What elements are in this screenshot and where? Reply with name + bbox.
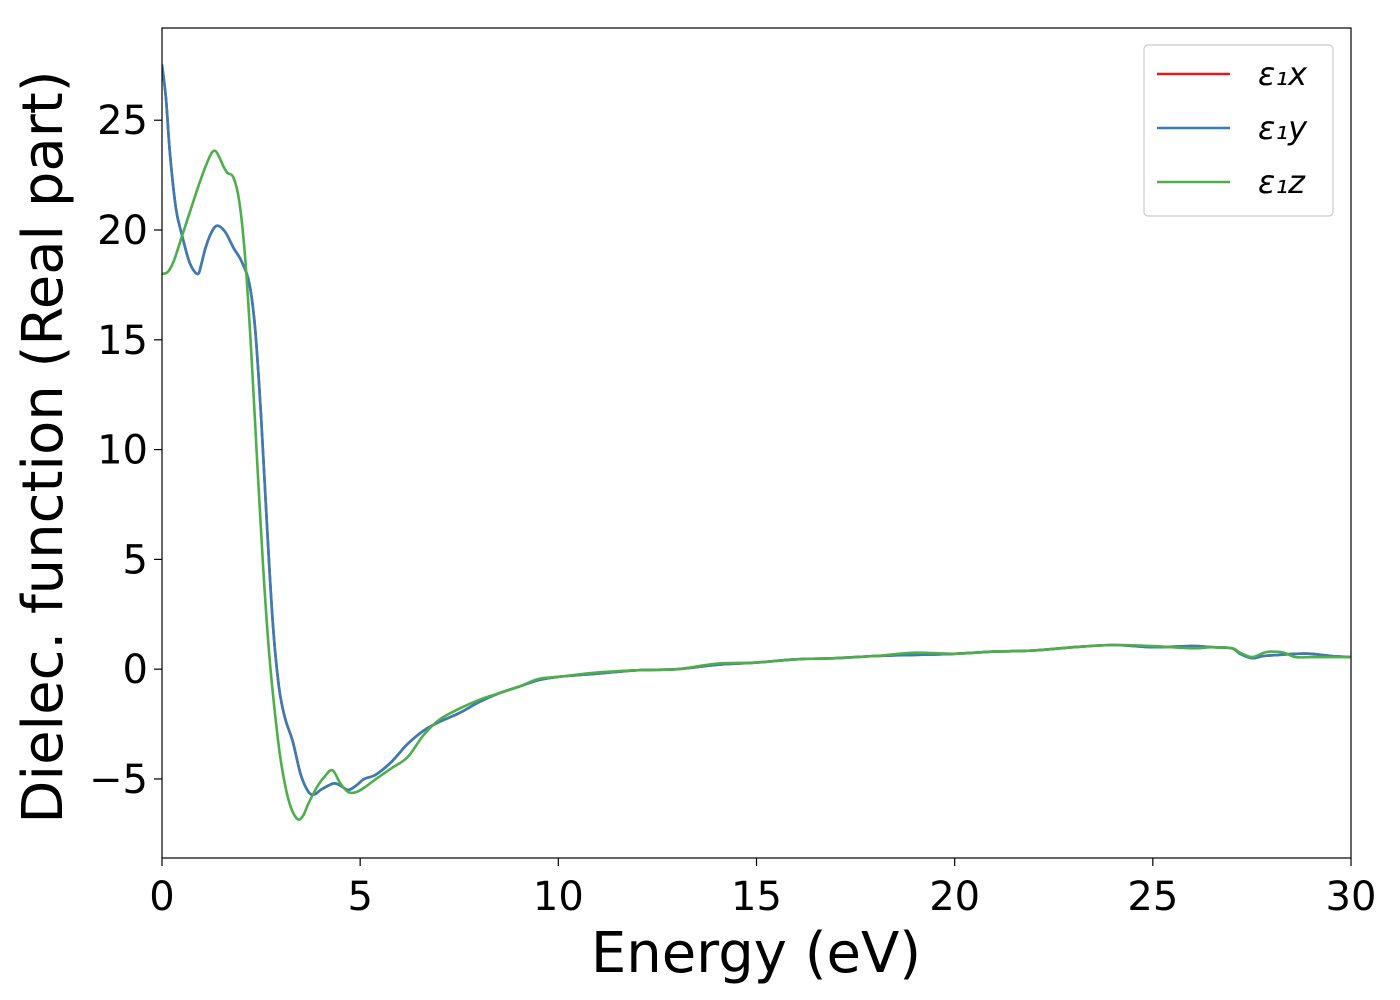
- x-tick-label: 20: [929, 874, 980, 920]
- x-tick-label: 5: [347, 874, 372, 920]
- legend-box: [1143, 44, 1334, 217]
- x-tick-label: 15: [731, 874, 782, 920]
- y-tick-label: 25: [97, 98, 148, 144]
- x-tick-label: 0: [149, 874, 174, 920]
- series-line-2: [162, 149, 1351, 821]
- y-tick-label: 15: [97, 318, 148, 364]
- y-tick-label: 10: [97, 428, 148, 474]
- y-tick-label: −5: [89, 757, 148, 803]
- y-tick-label: 20: [97, 208, 148, 254]
- legend-entry: ε₁z: [1258, 163, 1306, 201]
- x-axis-title: Energy (eV): [591, 921, 921, 986]
- y-tick-label: 5: [123, 537, 148, 583]
- x-tick-label: 30: [1326, 874, 1377, 920]
- y-tick-label: 0: [123, 647, 148, 693]
- series-layer: [162, 64, 1351, 821]
- y-axis-title: Dielec. function (Real part): [11, 70, 76, 823]
- legend-entry: ε₁x: [1258, 55, 1308, 93]
- legend: ε₁x ε₁y ε₁z: [1143, 44, 1334, 217]
- x-tick-label: 25: [1127, 874, 1178, 920]
- x-tick-label: 10: [533, 874, 584, 920]
- y-axis: −5 0 5 10 15 20 25: [89, 98, 162, 803]
- x-axis: 0 5 10 15 20 25 30: [149, 858, 1376, 920]
- legend-entry: ε₁y: [1258, 109, 1308, 147]
